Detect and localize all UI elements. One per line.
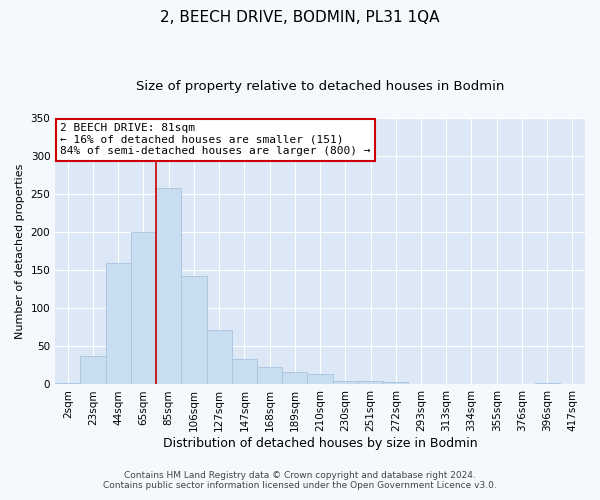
Text: 2 BEECH DRIVE: 81sqm
← 16% of detached houses are smaller (151)
84% of semi-deta: 2 BEECH DRIVE: 81sqm ← 16% of detached h…: [61, 123, 371, 156]
Text: 2, BEECH DRIVE, BODMIN, PL31 1QA: 2, BEECH DRIVE, BODMIN, PL31 1QA: [160, 10, 440, 25]
Bar: [307, 374, 332, 384]
Bar: [232, 358, 257, 384]
X-axis label: Distribution of detached houses by size in Bodmin: Distribution of detached houses by size …: [163, 437, 478, 450]
Bar: [80, 356, 106, 384]
Y-axis label: Number of detached properties: Number of detached properties: [15, 164, 25, 339]
Bar: [106, 262, 131, 384]
Bar: [257, 367, 282, 384]
Bar: [282, 372, 307, 384]
Bar: [383, 382, 409, 384]
Text: Contains HM Land Registry data © Crown copyright and database right 2024.
Contai: Contains HM Land Registry data © Crown c…: [103, 470, 497, 490]
Bar: [535, 383, 560, 384]
Bar: [206, 330, 232, 384]
Title: Size of property relative to detached houses in Bodmin: Size of property relative to detached ho…: [136, 80, 504, 93]
Bar: [131, 232, 156, 384]
Bar: [156, 188, 181, 384]
Bar: [55, 383, 80, 384]
Bar: [332, 380, 358, 384]
Bar: [181, 276, 206, 384]
Bar: [358, 380, 383, 384]
